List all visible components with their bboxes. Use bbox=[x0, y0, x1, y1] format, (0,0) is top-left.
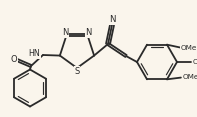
Text: N: N bbox=[62, 28, 69, 37]
Text: OMe: OMe bbox=[193, 59, 197, 65]
Text: S: S bbox=[74, 67, 80, 76]
Text: HN: HN bbox=[28, 49, 40, 58]
Text: N: N bbox=[85, 28, 92, 37]
Text: OMe: OMe bbox=[181, 45, 197, 51]
Text: OMe: OMe bbox=[183, 74, 197, 80]
Text: N: N bbox=[109, 15, 115, 24]
Text: O: O bbox=[11, 55, 17, 64]
